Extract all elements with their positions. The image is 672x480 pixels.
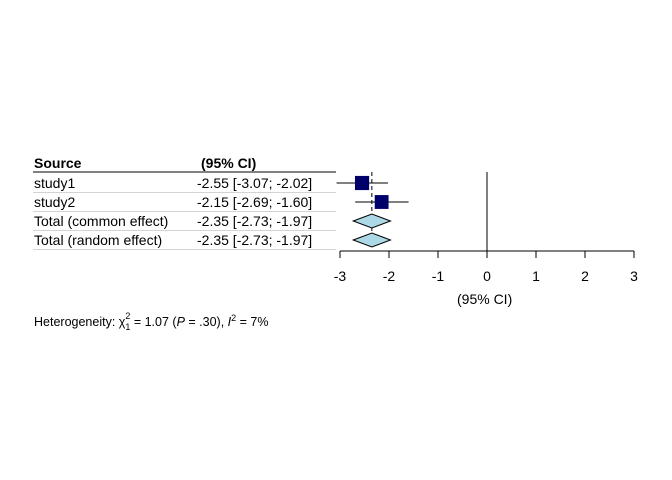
row-label: Total (random effect)	[34, 232, 163, 248]
row-label: study1	[34, 175, 76, 191]
header-estimate: (95% CI)	[201, 155, 257, 171]
x-tick-label: -1	[432, 268, 445, 284]
x-tick-label: -2	[383, 268, 396, 284]
x-tick-label: 2	[581, 268, 589, 284]
row-ci-text: -2.55 [-3.07; -2.02]	[197, 175, 313, 191]
x-tick-label: 1	[532, 268, 540, 284]
row-ci-text: -2.35 [-2.73; -1.97]	[197, 213, 313, 229]
x-tick-label: 0	[483, 268, 491, 284]
x-axis-label: (95% CI)	[457, 291, 513, 307]
header-source: Source	[34, 155, 82, 171]
x-tick-label: -3	[334, 268, 347, 284]
study-box	[354, 175, 370, 191]
summary-diamond	[351, 232, 392, 248]
study-box	[374, 195, 389, 209]
x-tick-label: 3	[630, 268, 638, 284]
row-label: Total (common effect)	[34, 213, 169, 229]
row-ci-text: -2.15 [-2.69; -1.60]	[197, 194, 313, 210]
row-ci-text: -2.35 [-2.73; -1.97]	[197, 232, 313, 248]
summary-diamond	[351, 213, 392, 229]
row-label: study2	[34, 194, 76, 210]
